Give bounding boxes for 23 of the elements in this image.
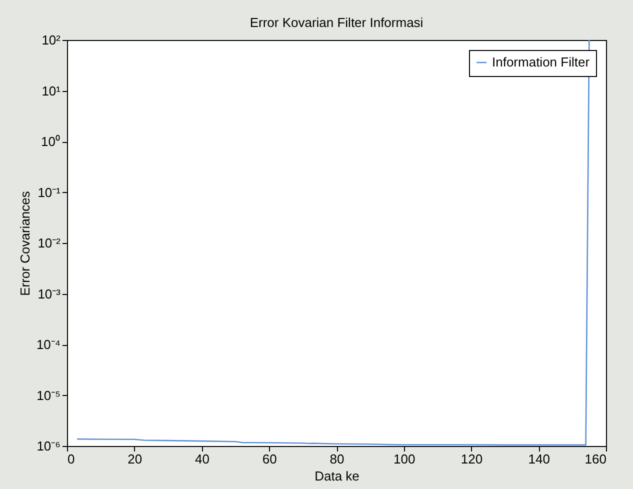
x-tick-label: 100 xyxy=(394,452,416,466)
y-axis-title: Error Covariances xyxy=(17,190,32,296)
y-tick-label: 10⁰ xyxy=(41,134,60,149)
y-tick-label: 10⁻⁶ xyxy=(36,438,60,454)
x-axis-title: Data ke xyxy=(314,468,360,484)
y-tick-label: 10⁻³ xyxy=(38,286,62,302)
x-tick-label: 160 xyxy=(584,452,606,466)
chart-title: Error Kovarian Filter Informasi xyxy=(250,15,424,30)
x-tick-label: 120 xyxy=(460,452,483,466)
legend-label: Information Filter xyxy=(492,54,590,70)
y-tick-label: 10⁻² xyxy=(38,236,62,250)
y-tick-label: 10⁻¹ xyxy=(38,184,62,200)
x-tick-label: 0 xyxy=(68,452,75,466)
y-tick-label: 10⁻⁴ xyxy=(36,337,60,352)
x-tick-label: 80 xyxy=(330,452,344,466)
x-tick-label: 40 xyxy=(195,452,210,466)
y-tick-label: 10⁻⁵ xyxy=(36,388,60,403)
y-tick-label: 10¹ xyxy=(42,83,62,98)
y-tick-label: 10² xyxy=(42,32,62,48)
x-tick-label: 140 xyxy=(528,452,550,466)
x-tick-label: 60 xyxy=(262,452,277,466)
line-series xyxy=(76,39,590,446)
x-tick-label: 20 xyxy=(128,452,142,466)
